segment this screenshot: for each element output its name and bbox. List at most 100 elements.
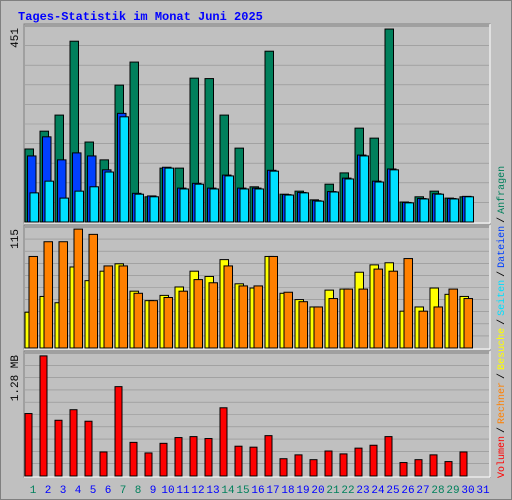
bar: [234, 445, 243, 477]
x-tick-label: 17: [266, 485, 279, 497]
bar: [359, 155, 369, 223]
x-tick-label: 1: [30, 485, 37, 497]
bar: [264, 435, 273, 477]
bar: [73, 228, 83, 349]
bar: [414, 459, 423, 477]
bar: [328, 298, 338, 349]
bar: [344, 178, 354, 223]
bar: [103, 265, 113, 349]
bar: [89, 186, 99, 223]
bar: [269, 170, 279, 223]
bar: [343, 288, 353, 349]
bar: [374, 181, 384, 223]
bar: [268, 255, 278, 349]
bar: [254, 188, 264, 223]
bar: [99, 451, 108, 477]
x-tick-label: 31: [476, 485, 490, 497]
x-tick-label: 14: [221, 485, 235, 497]
legend-separator: /: [496, 217, 508, 223]
bar: [164, 167, 174, 223]
x-tick-label: 3: [60, 485, 67, 497]
bar: [313, 306, 323, 349]
bar: [174, 437, 183, 477]
bar: [444, 461, 453, 477]
bar: [133, 292, 143, 349]
bar: [129, 441, 138, 477]
bar: [464, 196, 474, 223]
legend-separator: /: [496, 373, 508, 379]
x-tick-label: 11: [176, 485, 190, 497]
bar: [389, 169, 399, 223]
x-tick-label: 22: [341, 485, 354, 497]
x-tick-label: 18: [281, 485, 294, 497]
bar: [39, 355, 48, 477]
x-tick-label: 26: [401, 485, 414, 497]
bar: [114, 386, 123, 477]
bar: [463, 298, 473, 349]
bar: [239, 188, 249, 223]
bar: [74, 190, 84, 223]
bar: [84, 420, 93, 477]
bar: [59, 197, 69, 223]
x-tick-label: 20: [311, 485, 324, 497]
bar: [193, 279, 203, 349]
bar: [148, 300, 158, 349]
bar: [298, 301, 308, 349]
y-tick-label: 115: [10, 229, 22, 249]
bar: [224, 175, 234, 223]
bar: [419, 198, 429, 223]
x-tick-label: 27: [416, 485, 429, 497]
bar: [159, 442, 168, 477]
bar: [24, 413, 33, 477]
x-tick-label: 25: [386, 485, 399, 497]
x-tick-label: 16: [251, 485, 264, 497]
bar: [58, 241, 68, 349]
legend-entry: Volumen: [496, 436, 508, 478]
bar: [118, 265, 128, 349]
x-tick-label: 23: [356, 485, 369, 497]
bar: [429, 454, 438, 477]
chart-title: Tages-Statistik im Monat Juni 2025: [18, 10, 263, 24]
y-tick-label: 451: [10, 28, 22, 48]
bar: [144, 452, 153, 477]
bar: [149, 196, 159, 223]
bar: [403, 258, 413, 349]
bar: [178, 290, 188, 349]
legend-entry: Rechner: [496, 382, 508, 424]
bar: [204, 438, 213, 477]
bar: [104, 171, 114, 223]
x-tick-label: 12: [191, 485, 204, 497]
x-tick-label: 30: [461, 485, 474, 497]
bar: [354, 447, 363, 477]
bar: [223, 265, 233, 349]
bar: [253, 285, 263, 349]
legend: Volumen / Rechner / Besuche / Seiten / Dateien / A…: [496, 166, 508, 478]
bar: [189, 436, 198, 477]
x-tick-label: 4: [75, 485, 82, 497]
bar: [44, 180, 54, 223]
x-tick-label: 13: [206, 485, 219, 497]
bar: [194, 183, 204, 223]
bar: [388, 270, 398, 349]
legend-entry: Seiten: [496, 280, 508, 316]
bar: [314, 200, 324, 223]
bar: [219, 407, 228, 477]
x-tick-label: 15: [236, 485, 249, 497]
x-tick-label: 28: [431, 485, 444, 497]
bar: [54, 419, 63, 477]
bar: [324, 450, 333, 477]
bar: [134, 193, 144, 223]
bar: [249, 446, 258, 477]
legend-separator: /: [496, 319, 508, 325]
bar: [238, 285, 248, 349]
x-tick-label: 2: [45, 485, 52, 497]
bar: [28, 255, 38, 349]
x-tick-label: 9: [150, 485, 157, 497]
x-tick-label: 8: [135, 485, 142, 497]
bar: [329, 191, 339, 223]
x-tick-label: 29: [446, 485, 459, 497]
bar: [339, 453, 348, 477]
bar: [163, 296, 173, 349]
bar: [284, 194, 294, 223]
